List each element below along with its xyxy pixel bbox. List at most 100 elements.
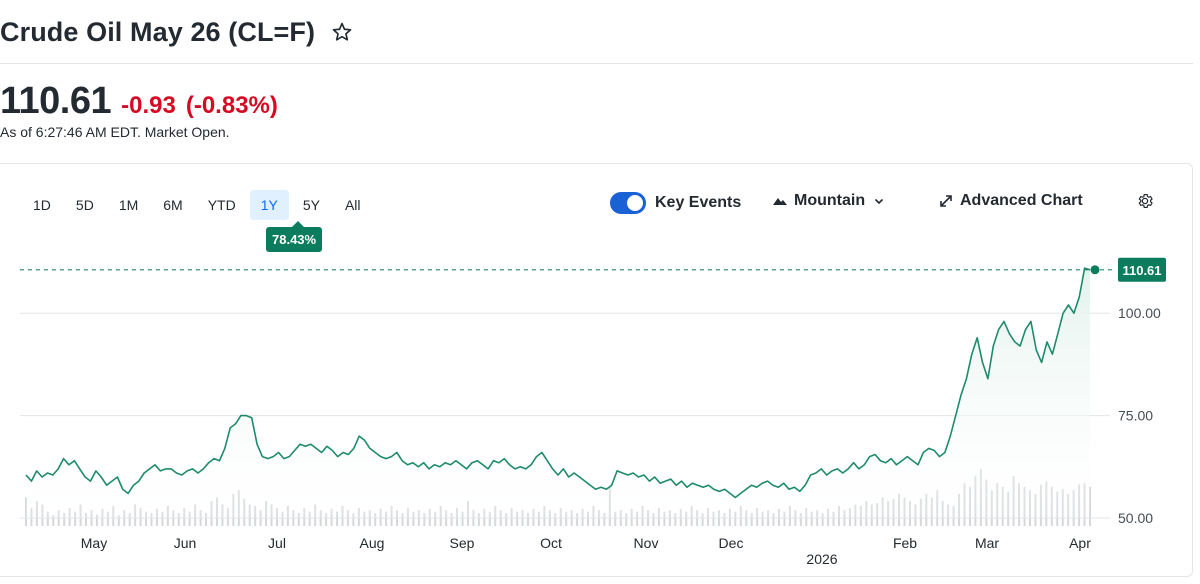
volume-bar bbox=[652, 513, 655, 526]
volume-bar bbox=[401, 513, 404, 526]
volume-bar bbox=[74, 511, 77, 526]
volume-bar bbox=[783, 511, 786, 526]
volume-bar bbox=[450, 513, 453, 526]
volume-bar bbox=[106, 511, 109, 526]
volume-bar bbox=[95, 514, 98, 526]
x-tick-label: Apr bbox=[1069, 535, 1091, 551]
volume-bar bbox=[374, 513, 377, 526]
volume-bar bbox=[52, 515, 55, 526]
x-tick-label: Aug bbox=[360, 535, 385, 551]
volume-bar bbox=[587, 511, 590, 526]
chart-card: 1D 5D 1M 6M YTD 1Y 5Y All 78.43% Key Events Mou… bbox=[0, 163, 1193, 577]
chart-type-label: Mountain bbox=[794, 192, 866, 209]
range-change-badge: 78.43% bbox=[266, 221, 323, 252]
last-price-tag bbox=[1118, 257, 1166, 282]
range-tab-1y[interactable]: 1Y bbox=[249, 190, 289, 220]
chart-settings-button[interactable] bbox=[1136, 192, 1154, 210]
price-change: -0.93 bbox=[121, 92, 176, 119]
advanced-chart-label: Advanced Chart bbox=[960, 192, 1083, 209]
quote-row: 110.61 -0.93 (-0.83%) bbox=[0, 80, 278, 123]
range-tab-1d[interactable]: 1D bbox=[33, 197, 51, 213]
x-tick-label: Nov bbox=[634, 535, 659, 551]
volume-bar bbox=[505, 513, 508, 526]
toggle-knob bbox=[627, 195, 643, 211]
volume-bar bbox=[565, 511, 568, 526]
volume-bar bbox=[412, 511, 415, 526]
x-tick-label: Dec bbox=[719, 535, 744, 551]
volume-bar bbox=[772, 513, 775, 526]
price-chart[interactable]: 100.00 75.00 50.00 110.61 May Jun Jul Aug Sep Oct… bbox=[0, 164, 1193, 578]
last-price-dot bbox=[1090, 265, 1100, 275]
y-tick-label: 50.00 bbox=[1118, 510, 1153, 526]
volume-bar bbox=[576, 513, 579, 526]
volume-bar bbox=[810, 511, 813, 526]
volume-bar bbox=[614, 511, 617, 526]
volume-bar bbox=[150, 513, 153, 526]
volume-bar bbox=[85, 513, 88, 526]
year-label: 2026 bbox=[806, 551, 837, 567]
header-divider bbox=[0, 63, 1193, 64]
range-tab-1m[interactable]: 1M bbox=[118, 197, 139, 213]
volume-bar bbox=[663, 511, 666, 526]
volume-bar bbox=[603, 513, 606, 526]
volume-bar bbox=[625, 513, 628, 526]
volume-bar bbox=[188, 511, 191, 526]
range-tab-all[interactable]: All bbox=[344, 197, 361, 213]
x-tick-label: Jul bbox=[268, 535, 286, 551]
volume-bar bbox=[636, 511, 639, 526]
y-tick-label: 100.00 bbox=[1118, 305, 1161, 321]
title-row: Crude Oil May 26 (CL=F) bbox=[0, 12, 353, 52]
volume-bar bbox=[46, 511, 49, 526]
volume-bar bbox=[526, 513, 529, 526]
volume-bar bbox=[832, 511, 835, 526]
volume-bar bbox=[177, 513, 180, 526]
volume-bar bbox=[712, 511, 715, 526]
range-tab-ytd[interactable]: YTD bbox=[207, 197, 236, 213]
price-change-percent: (-0.83%) bbox=[185, 92, 278, 119]
volume-bar bbox=[281, 511, 284, 526]
range-tabs: 1D 5D 1M 6M YTD 1Y 5Y All bbox=[22, 190, 375, 220]
volume-bar bbox=[117, 515, 120, 526]
x-tick-label: Feb bbox=[893, 535, 917, 551]
volume-bar bbox=[761, 511, 764, 526]
chevron-down-icon bbox=[873, 195, 885, 207]
volume-bar bbox=[63, 513, 66, 526]
price-line bbox=[25, 267, 1091, 499]
volume-bar bbox=[685, 511, 688, 526]
volume-bar bbox=[537, 511, 540, 526]
chart-type-dropdown[interactable]: Mountain bbox=[772, 192, 885, 210]
advanced-chart-button[interactable]: Advanced Chart bbox=[938, 192, 1083, 210]
x-tick-label: Sep bbox=[450, 535, 475, 551]
range-tab-5d[interactable]: 5D bbox=[75, 197, 94, 213]
volume-bar bbox=[723, 513, 726, 526]
range-tab-6m[interactable]: 6M bbox=[163, 197, 183, 213]
volume-bar bbox=[145, 511, 148, 526]
volume-bar bbox=[297, 513, 300, 526]
volume-bar bbox=[477, 513, 480, 526]
volume-bar bbox=[128, 513, 131, 526]
volume-bar bbox=[336, 511, 339, 526]
x-tick-label: Jun bbox=[174, 535, 197, 551]
volume-bar bbox=[554, 513, 557, 526]
star-icon[interactable] bbox=[331, 21, 353, 43]
mountain-icon bbox=[772, 194, 790, 208]
volume-bar bbox=[674, 513, 677, 526]
volume-bar bbox=[161, 511, 164, 526]
volume-bar bbox=[385, 511, 388, 526]
volume-bar bbox=[352, 513, 355, 526]
gear-icon bbox=[1136, 192, 1154, 210]
x-tick-label: May bbox=[81, 535, 107, 551]
key-events-toggle[interactable]: Key Events bbox=[610, 192, 741, 214]
page-title: Crude Oil May 26 (CL=F) bbox=[0, 16, 316, 47]
volume-bar bbox=[434, 511, 437, 526]
volume-bar bbox=[308, 511, 311, 526]
current-price: 110.61 bbox=[0, 80, 112, 122]
volume-bar bbox=[423, 513, 426, 526]
toggle-switch[interactable] bbox=[610, 192, 646, 214]
expand-icon bbox=[938, 193, 954, 209]
key-events-label: Key Events bbox=[655, 194, 742, 211]
market-timestamp: As of 6:27:46 AM EDT. Market Open. bbox=[0, 124, 230, 140]
x-tick-label: Mar bbox=[975, 535, 999, 551]
volume-bar bbox=[205, 513, 208, 526]
range-tab-5y[interactable]: 5Y bbox=[302, 197, 320, 213]
